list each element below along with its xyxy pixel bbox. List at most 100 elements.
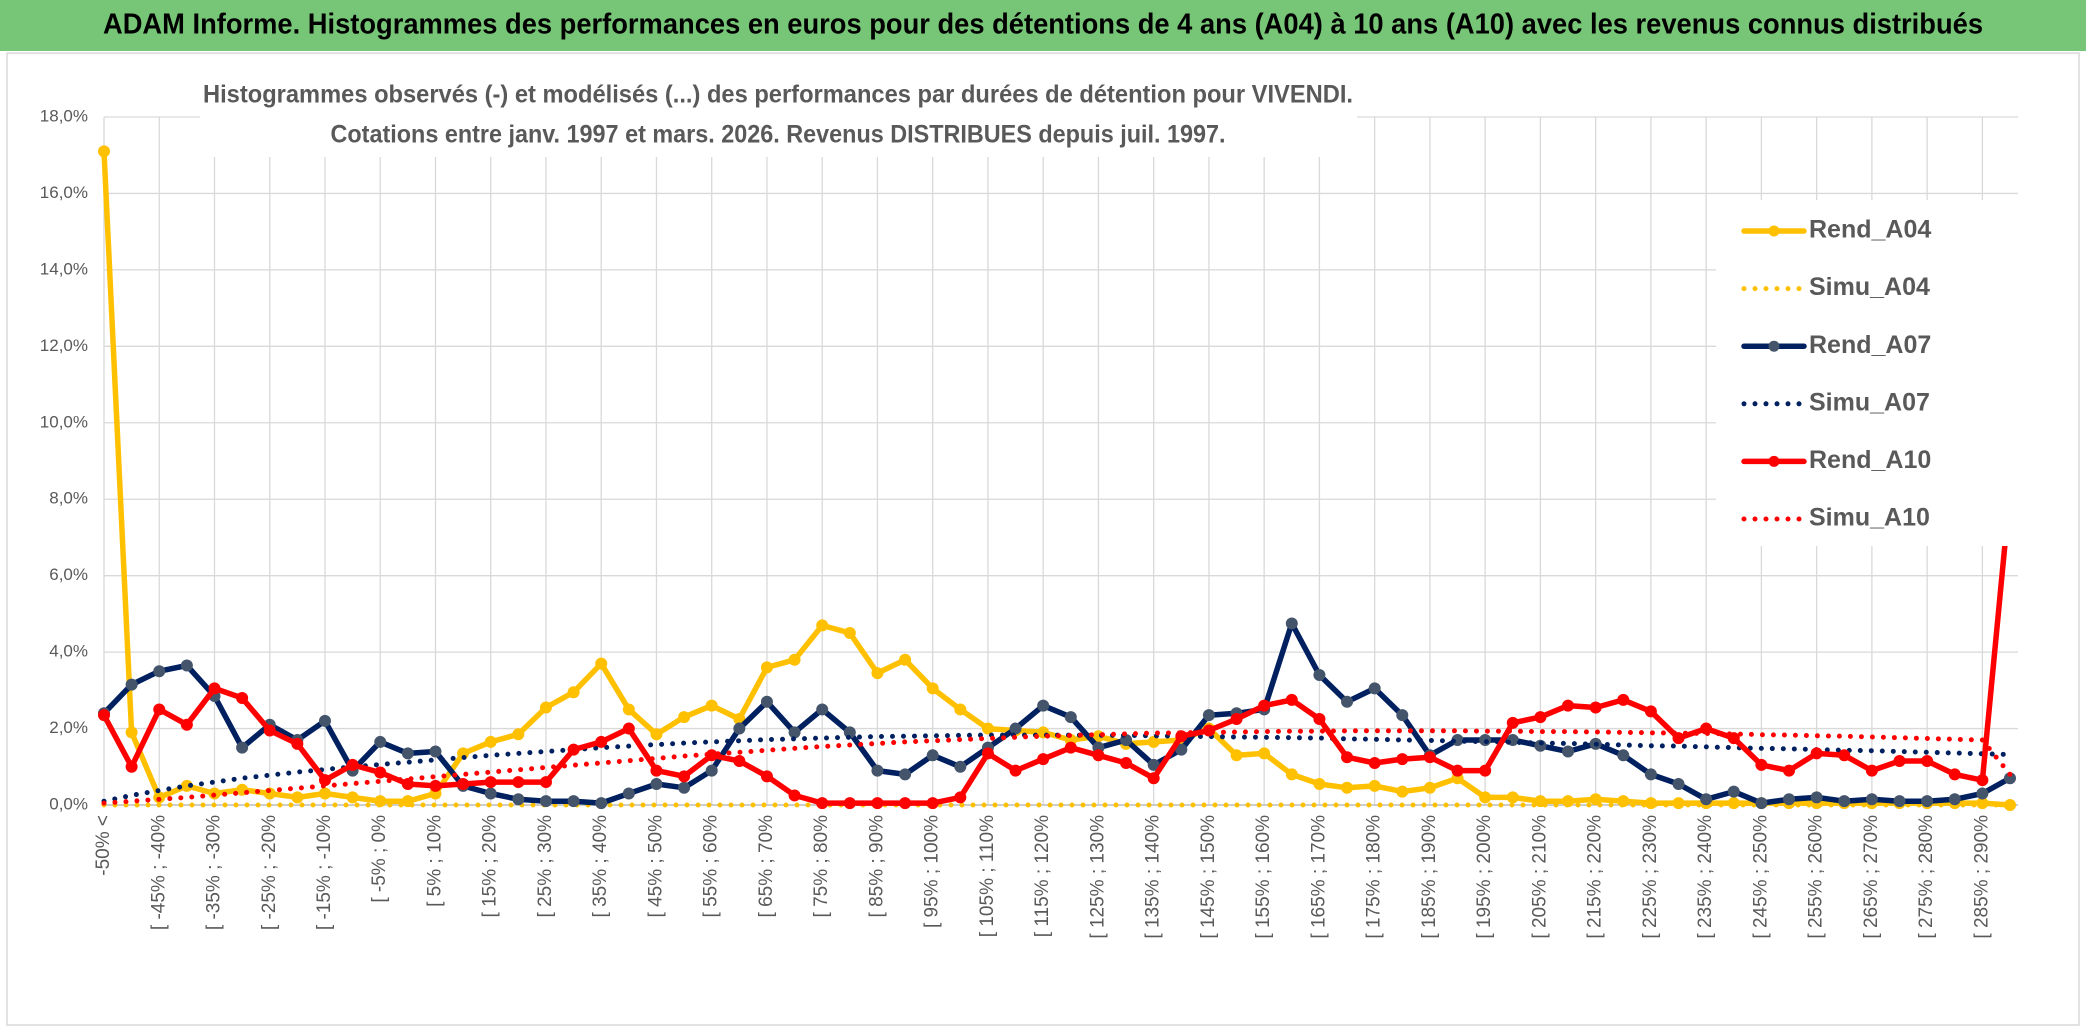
data-point — [1037, 699, 1050, 712]
data-point — [1313, 713, 1326, 725]
x-tick-label: [ 85% ; 90% — [866, 815, 887, 918]
data-point — [567, 743, 580, 756]
data-point — [760, 661, 773, 674]
x-tick-label: [ -5% ; 0% — [369, 815, 390, 903]
data-point — [1865, 764, 1878, 777]
data-point — [346, 791, 359, 804]
series-line — [101, 728, 2013, 806]
data-point — [1147, 772, 1160, 785]
data-point — [1644, 768, 1657, 781]
x-tick-label: [ 125% ; 130% — [1087, 815, 1108, 939]
data-point — [291, 737, 304, 750]
x-tick-label: [ 15% ; 20% — [480, 815, 501, 918]
data-point — [1479, 791, 1492, 804]
data-point — [1396, 785, 1409, 798]
data-point — [318, 787, 331, 800]
x-tick-label: [ 75% ; 80% — [811, 815, 832, 918]
data-point — [1285, 693, 1298, 706]
x-tick-label: [ 45% ; 50% — [645, 815, 666, 918]
data-point — [954, 703, 967, 716]
data-point — [539, 795, 552, 808]
legend-label: Rend_A07 — [1809, 331, 1931, 359]
data-point — [926, 682, 939, 695]
data-point — [125, 726, 138, 739]
data-point — [484, 787, 497, 800]
y-tick-label: 16,0% — [40, 183, 88, 202]
data-point — [1810, 791, 1823, 804]
data-point — [1479, 764, 1492, 777]
legend-box — [1716, 200, 2022, 546]
data-point — [1341, 781, 1354, 794]
data-point — [567, 795, 580, 808]
series-line — [101, 488, 2013, 806]
data-point — [954, 791, 967, 804]
data-point — [512, 793, 525, 806]
data-point — [1589, 793, 1602, 806]
y-tick-label: 8,0% — [49, 489, 88, 508]
x-tick-label: [ 95% ; 100% — [922, 815, 943, 928]
data-point — [1009, 722, 1022, 735]
x-tick-label: [ 255% ; 260% — [1806, 815, 1827, 939]
data-point — [733, 722, 746, 735]
data-point — [1423, 781, 1436, 794]
data-point — [1562, 699, 1575, 712]
legend-label: Simu_A07 — [1809, 388, 1930, 416]
data-point — [871, 667, 884, 680]
data-point — [1617, 693, 1630, 706]
x-tick-label: [ 175% ; 180% — [1364, 815, 1385, 939]
x-tick-label: [ 65% ; 70% — [756, 815, 777, 918]
x-tick-label: [ 55% ; 60% — [701, 815, 722, 918]
data-point — [1147, 735, 1160, 748]
data-point — [125, 760, 138, 773]
data-point — [926, 797, 939, 810]
y-tick-label: 0,0% — [49, 794, 88, 813]
data-point — [1589, 701, 1602, 714]
data-point — [1313, 669, 1326, 682]
data-point — [1451, 764, 1464, 777]
data-point — [871, 764, 884, 777]
data-point — [1755, 797, 1768, 810]
legend-label: Rend_A10 — [1809, 446, 1931, 474]
data-point — [1893, 795, 1906, 808]
data-point — [1064, 711, 1077, 724]
data-point — [1396, 709, 1409, 722]
data-point — [1727, 797, 1740, 810]
data-point — [484, 735, 497, 748]
x-tick-label: [ 165% ; 170% — [1308, 815, 1329, 939]
data-point — [236, 691, 249, 704]
data-point — [429, 779, 442, 792]
x-tick-label: [ 285% ; 290% — [1971, 815, 1992, 939]
data-point — [98, 145, 110, 158]
legend-label: Simu_A10 — [1809, 504, 1930, 532]
data-point — [899, 768, 912, 781]
data-point — [1755, 758, 1768, 771]
x-tick-label: [ 115% ; 120% — [1032, 815, 1053, 937]
subtitle: Cotations entre janv. 1997 et mars. 2026… — [331, 121, 1226, 149]
y-tick-label: 14,0% — [40, 259, 88, 278]
data-point — [1921, 795, 1934, 808]
legend-label: Simu_A04 — [1809, 273, 1930, 301]
data-point — [1258, 699, 1271, 712]
data-point — [291, 791, 304, 804]
data-point — [678, 770, 691, 783]
subtitle: Histogrammes observés (-) et modélisés (… — [203, 81, 1353, 109]
data-point — [1230, 713, 1243, 725]
x-tick-label: [ 135% ; 140% — [1143, 815, 1164, 939]
data-point — [871, 797, 884, 810]
x-tick-label: [ 5% ; 10% — [424, 815, 445, 907]
data-point — [401, 747, 414, 760]
data-point — [595, 657, 608, 670]
data-point — [760, 695, 773, 708]
data-point — [153, 665, 166, 678]
x-tick-label: [ 35% ; 40% — [590, 815, 611, 918]
data-point — [98, 709, 110, 722]
data-point — [236, 741, 249, 754]
data-point — [1838, 795, 1851, 808]
y-tick-label: 6,0% — [49, 565, 88, 584]
data-point — [1175, 743, 1188, 756]
data-point — [1092, 749, 1105, 762]
data-point — [650, 728, 663, 741]
data-point — [1341, 695, 1354, 708]
data-point — [595, 735, 608, 748]
data-point — [1810, 747, 1823, 760]
